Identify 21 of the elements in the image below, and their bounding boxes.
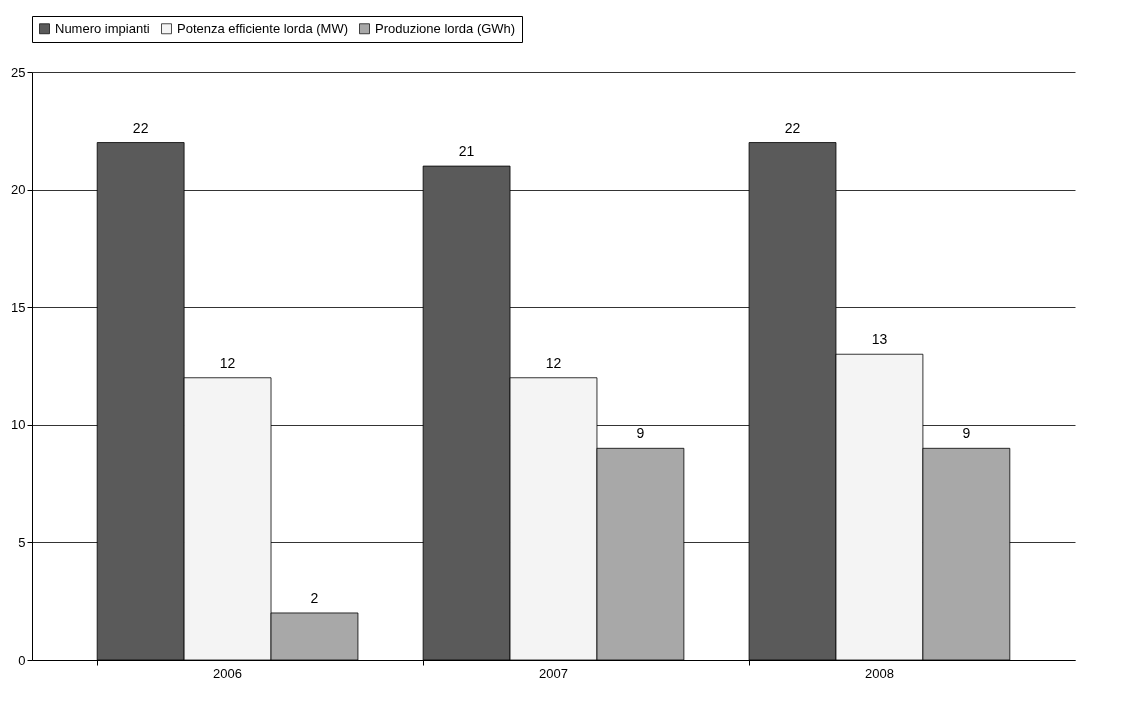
legend-label: Produzione lorda (GWh) — [375, 20, 516, 36]
data-label: 22 — [132, 119, 149, 136]
y-tick-label: 10 — [11, 417, 26, 433]
x-tick-label: 2006 — [213, 665, 243, 681]
data-label: 2 — [310, 589, 319, 606]
legend-label: Numero impianti — [55, 20, 150, 36]
data-label: 21 — [458, 143, 475, 160]
y-tick-label: 0 — [18, 652, 26, 668]
data-label: 22 — [784, 119, 801, 136]
y-tick-label: 25 — [11, 64, 26, 80]
data-label: 13 — [871, 331, 888, 348]
y-tick-label: 5 — [18, 534, 26, 550]
legend-label: Potenza efficiente lorda (MW) — [177, 20, 348, 36]
y-tick-label: 20 — [11, 182, 26, 198]
x-tick-label: 2007 — [539, 665, 568, 681]
y-tick-label: 15 — [11, 299, 26, 315]
x-tick-label: 2008 — [864, 665, 894, 681]
data-label: 12 — [219, 354, 236, 371]
data-label: 12 — [545, 354, 562, 371]
data-label: 9 — [636, 425, 645, 442]
data-label: 9 — [962, 425, 971, 442]
